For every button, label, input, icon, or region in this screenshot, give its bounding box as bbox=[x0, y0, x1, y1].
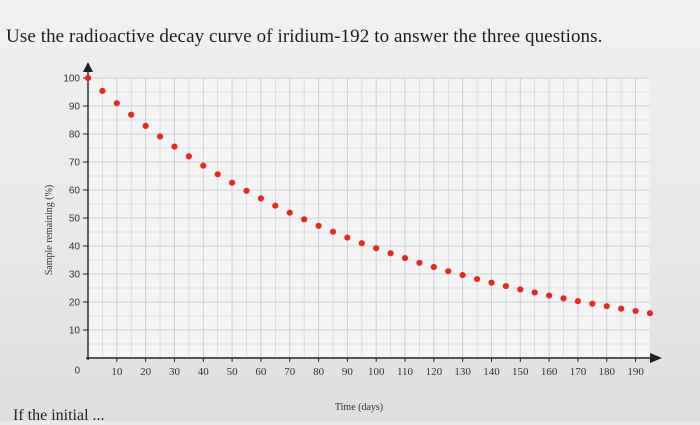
y-tick-label: 20 bbox=[69, 298, 81, 309]
x-tick-label: 60 bbox=[255, 366, 267, 378]
y-tick-label: 50 bbox=[69, 214, 81, 225]
data-point bbox=[301, 216, 308, 223]
y-axis-title: Sample remaining (%) bbox=[44, 185, 55, 276]
y-tick-label: 0 bbox=[74, 366, 80, 377]
x-tick-label: 100 bbox=[368, 366, 385, 378]
data-point bbox=[171, 143, 178, 150]
data-point bbox=[445, 268, 452, 275]
data-point bbox=[315, 222, 322, 229]
x-tick-label: 10 bbox=[111, 366, 123, 378]
x-tick-label: 80 bbox=[313, 366, 325, 378]
data-point bbox=[286, 209, 293, 216]
x-tick-label: 160 bbox=[541, 366, 558, 378]
data-point bbox=[257, 195, 265, 202]
data-point bbox=[84, 74, 92, 82]
x-tick-label: 190 bbox=[627, 366, 644, 378]
x-tick-label: 130 bbox=[454, 366, 471, 378]
data-point bbox=[502, 282, 509, 290]
data-point bbox=[243, 187, 250, 194]
data-point bbox=[560, 295, 567, 302]
x-tick-label: 110 bbox=[397, 366, 414, 378]
data-points bbox=[84, 74, 654, 317]
x-tick-label: 120 bbox=[426, 366, 443, 378]
x-tick-label: 170 bbox=[570, 366, 587, 378]
data-point bbox=[430, 263, 437, 271]
grid-lines bbox=[88, 77, 650, 358]
data-point bbox=[387, 250, 394, 257]
data-point bbox=[589, 300, 596, 307]
data-point bbox=[517, 286, 524, 293]
data-point bbox=[632, 307, 639, 315]
data-point bbox=[473, 275, 481, 283]
x-tick-label: 50 bbox=[227, 366, 239, 378]
x-tick-label: 150 bbox=[512, 366, 529, 378]
x-tick-label: 20 bbox=[140, 366, 152, 378]
y-tick-labels: 0 10 20 30 40 50 60 70 80 90 100 bbox=[63, 74, 88, 377]
data-point bbox=[459, 272, 466, 279]
data-point bbox=[401, 254, 409, 262]
data-point bbox=[574, 298, 582, 305]
data-point bbox=[531, 289, 538, 296]
y-axis-arrow bbox=[83, 62, 93, 72]
data-point bbox=[156, 133, 164, 140]
data-point bbox=[200, 162, 207, 169]
y-tick-label: 40 bbox=[69, 242, 81, 253]
data-point bbox=[603, 303, 610, 310]
y-tick-label: 70 bbox=[69, 158, 81, 169]
data-point bbox=[546, 292, 553, 299]
x-tick-label: 30 bbox=[169, 366, 181, 378]
data-point bbox=[488, 279, 495, 286]
data-point bbox=[344, 234, 351, 241]
x-axis-arrow bbox=[650, 353, 662, 363]
data-point bbox=[142, 122, 149, 129]
data-point bbox=[329, 228, 337, 235]
data-point bbox=[373, 245, 380, 252]
data-point bbox=[113, 100, 120, 107]
x-tick-label: 140 bbox=[483, 366, 500, 378]
data-point bbox=[229, 179, 236, 186]
footer-question-text: If the initial ... bbox=[13, 407, 105, 424]
x-tick-label: 40 bbox=[198, 366, 210, 378]
question-text: Use the radioactive decay curve of iridi… bbox=[6, 26, 603, 47]
y-tick-label: 80 bbox=[69, 130, 81, 141]
y-tick-label: 10 bbox=[69, 326, 81, 337]
data-point bbox=[618, 305, 625, 312]
data-point bbox=[358, 240, 365, 247]
data-point bbox=[99, 87, 106, 94]
x-tick-labels: 10 20 30 40 50 60 70 80 90 100 110 120 130 140 150 160 1… bbox=[111, 358, 644, 378]
x-tick-label: 70 bbox=[284, 366, 296, 378]
data-point bbox=[416, 259, 423, 266]
data-point bbox=[646, 310, 654, 317]
x-tick-label: 90 bbox=[342, 366, 354, 378]
data-point bbox=[272, 202, 279, 209]
data-point bbox=[214, 171, 221, 178]
y-tick-label: 30 bbox=[69, 270, 81, 281]
x-axis-title: Time (days) bbox=[335, 402, 383, 413]
y-tick-label: 100 bbox=[63, 74, 80, 85]
data-point bbox=[185, 153, 192, 160]
y-tick-label: 60 bbox=[69, 186, 81, 197]
y-tick-label: 90 bbox=[69, 102, 81, 113]
data-point bbox=[128, 111, 135, 118]
x-tick-label: 180 bbox=[599, 366, 616, 378]
